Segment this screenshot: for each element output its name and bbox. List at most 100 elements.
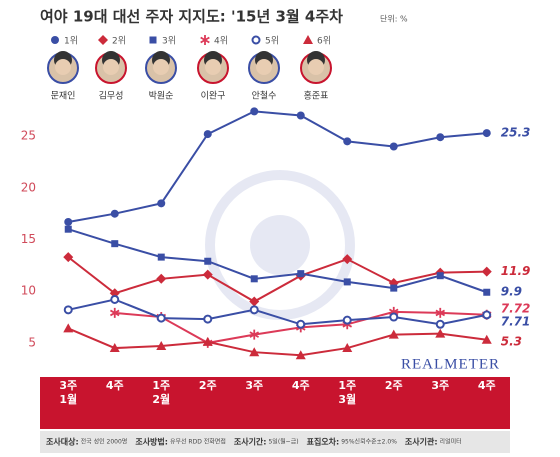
marker (343, 278, 351, 286)
legend-label: 1위 (64, 36, 78, 47)
candidate-photo-face (308, 59, 324, 75)
x-tick-label: 3주 (431, 379, 449, 392)
marker (156, 340, 167, 350)
marker (343, 137, 352, 146)
y-tick-label: 5 (28, 335, 36, 349)
x-tick-label: 4주 (478, 379, 496, 392)
legend-marker (98, 35, 108, 45)
value-label: 7.72 (501, 301, 531, 315)
marker (389, 142, 398, 151)
marker (435, 307, 446, 318)
x-tick-label: 2주 (385, 379, 403, 392)
marker (250, 275, 258, 283)
candidate-name: 홍준표 (304, 90, 329, 102)
marker (342, 254, 353, 265)
marker (481, 334, 492, 344)
x-tick-label: 4주 (106, 379, 124, 392)
marker (250, 107, 259, 116)
x-tick-label: 3주 (59, 379, 77, 392)
marker (202, 269, 213, 280)
legend-label: 4위 (214, 36, 228, 47)
marker (156, 273, 167, 284)
marker (249, 305, 259, 315)
legend-marker (149, 36, 157, 44)
marker (249, 296, 260, 307)
note-label: 조사기간: (234, 437, 267, 447)
marker (342, 343, 353, 353)
legend-label: 2위 (112, 36, 126, 47)
legend-label: 5위 (265, 36, 279, 47)
marker (204, 257, 212, 265)
marker (156, 313, 166, 323)
marker (390, 284, 398, 292)
note-label: 표집오차: (307, 437, 340, 447)
marker (63, 252, 74, 263)
marker (64, 217, 73, 226)
marker (63, 323, 74, 333)
unit-note: 단위: % (380, 14, 408, 24)
emblem (205, 170, 355, 320)
note-label: 조사기관: (405, 437, 438, 447)
marker (109, 343, 120, 353)
marker (203, 130, 212, 139)
marker (342, 315, 352, 325)
candidate-photo-face (256, 59, 272, 75)
candidate-name: 문재인 (51, 91, 76, 102)
marker (110, 209, 119, 218)
marker (296, 319, 306, 329)
candidate-photo-face (205, 59, 221, 75)
marker (482, 310, 492, 320)
series-line (67, 256, 487, 303)
note-label: 조사대상: (46, 437, 79, 447)
x-tick-label: 2주 (199, 379, 217, 392)
value-label: 9.9 (501, 285, 522, 299)
chart-title: 여야 19대 대선 주자 지지도: '15년 3월 4주차 (40, 8, 343, 26)
x-tick-label: 1주 (152, 379, 170, 392)
marker (202, 336, 213, 346)
series-line (67, 327, 487, 357)
x-tick-label: 3월 (338, 392, 356, 406)
marker (64, 225, 72, 233)
marker (297, 270, 305, 278)
marker (109, 307, 120, 318)
y-tick-label: 20 (21, 180, 36, 194)
marker (435, 328, 446, 338)
legend-marker (251, 35, 261, 45)
y-tick-label: 10 (21, 284, 36, 298)
x-tick-label: 1월 (59, 392, 77, 406)
marker (157, 253, 165, 261)
marker (111, 240, 119, 248)
value-label: 11.9 (501, 264, 531, 278)
legend-marker (200, 35, 210, 45)
notes-band (40, 431, 510, 453)
marker (436, 272, 444, 280)
candidate-name: 박원순 (149, 91, 174, 102)
series-line (68, 298, 487, 326)
legend-marker (51, 36, 59, 44)
marker (482, 129, 491, 138)
marker (483, 288, 491, 296)
candidate-photo-face (55, 59, 71, 75)
watermark: REALMETER (401, 356, 500, 372)
legend-label: 3위 (162, 36, 176, 47)
value-label: 7.71 (501, 314, 531, 328)
marker (389, 312, 399, 322)
marker (203, 314, 213, 324)
value-label: 5.3 (501, 334, 522, 348)
note-text: 95%신뢰수준±2.0% (341, 438, 397, 446)
marker (249, 347, 260, 357)
note-text: 전국 성인 2000명 (81, 438, 128, 446)
marker (388, 329, 399, 339)
x-tick-label: 2월 (152, 392, 170, 406)
marker (110, 294, 120, 304)
x-tick-label: 1주 (338, 379, 356, 392)
candidate-photo-face (153, 59, 169, 75)
candidate-name: 김무성 (99, 90, 124, 102)
note-label: 조사방법: (135, 437, 168, 447)
marker (249, 329, 260, 340)
candidate-name: 안철수 (252, 91, 277, 102)
x-axis-band (40, 377, 510, 429)
y-tick-label: 25 (21, 129, 36, 143)
candidate-photo-face (103, 59, 119, 75)
